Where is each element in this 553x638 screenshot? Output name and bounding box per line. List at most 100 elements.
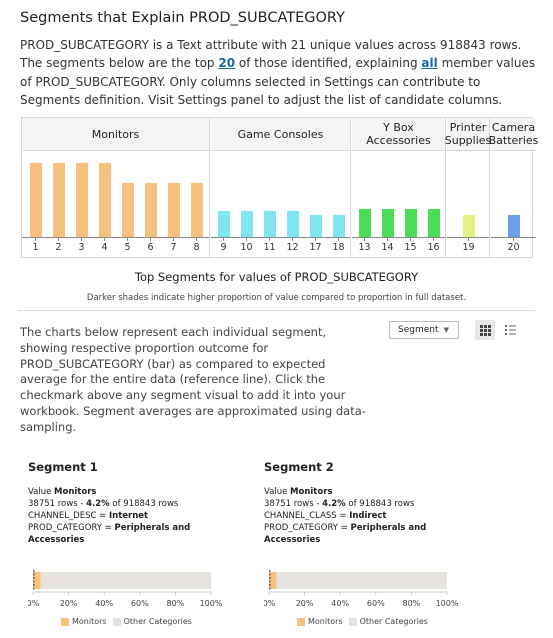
desc-part-1: PROD_SUBCATEGORY is a Text attribute wit… bbox=[20, 38, 522, 71]
x-tick-label: 80% bbox=[167, 599, 185, 608]
overview-bar[interactable] bbox=[190, 183, 203, 237]
x-tick-label: 40% bbox=[95, 599, 113, 608]
overview-segment-number: 9 bbox=[220, 242, 227, 253]
segment-legend: Monitors Other Categories bbox=[297, 617, 428, 626]
value-label: Value bbox=[264, 487, 288, 497]
rows-percent: 4.2% bbox=[86, 499, 110, 509]
x-tick-label: 100% bbox=[200, 599, 223, 608]
segment-proportion-chart: 0% 20% 40% 60% 80% 100% bbox=[28, 570, 223, 608]
legend-swatch bbox=[61, 617, 69, 626]
overview-tick bbox=[35, 237, 36, 241]
overview-bar[interactable] bbox=[381, 209, 394, 237]
segment-details: Value Monitors 38751 rows - 4.2% of 9188… bbox=[28, 486, 248, 546]
list-view-icon bbox=[505, 325, 516, 335]
overview-bar[interactable] bbox=[75, 163, 88, 237]
overview-segment-number: 14 bbox=[381, 242, 394, 253]
x-tick-label: 60% bbox=[131, 599, 149, 608]
overview-group-label: Monitors bbox=[22, 118, 209, 151]
legend-swatch bbox=[112, 617, 121, 626]
overview-group: Monitors 1 2 3 4 5 6 7 8 bbox=[22, 118, 210, 257]
desc-part-2: of those identified, explaining bbox=[235, 56, 422, 71]
overview-bar[interactable] bbox=[167, 183, 180, 237]
overview-axis bbox=[211, 237, 350, 238]
overview-tick bbox=[315, 237, 316, 241]
overview-segment-number: 17 bbox=[309, 242, 322, 253]
x-tick-label: 100% bbox=[436, 599, 459, 608]
condition-key: PROD_CATEGORY = bbox=[264, 523, 351, 533]
overview-bar[interactable] bbox=[263, 211, 276, 237]
sort-select[interactable]: Segment ▼ bbox=[389, 321, 459, 339]
overview-segment-number: 15 bbox=[404, 242, 417, 253]
condition-key: CHANNEL_CLASS = bbox=[264, 511, 350, 521]
overview-segment-number: 13 bbox=[358, 242, 371, 253]
overview-bar[interactable] bbox=[98, 163, 111, 237]
overview-bars bbox=[211, 151, 350, 237]
overview-segment-number: 3 bbox=[78, 242, 85, 253]
overview-segment-number: 2 bbox=[55, 242, 62, 253]
overview-tick bbox=[468, 237, 469, 241]
all-values-link[interactable]: all bbox=[421, 56, 438, 71]
overview-bar[interactable] bbox=[121, 183, 134, 237]
legend-label: Other Categories bbox=[359, 617, 428, 626]
overview-segment-number: 20 bbox=[507, 242, 520, 253]
overview-tick bbox=[410, 237, 411, 241]
overview-group-label: Printer Supplies bbox=[445, 118, 491, 151]
x-tick-label: 80% bbox=[403, 599, 421, 608]
x-tick-label: 20% bbox=[60, 599, 78, 608]
rows-total: of 918843 rows bbox=[345, 499, 415, 509]
overview-bars bbox=[22, 151, 209, 237]
x-tick-label: 0% bbox=[264, 599, 276, 608]
legend-swatch bbox=[348, 617, 357, 626]
overview-axis bbox=[491, 237, 536, 238]
segment-title: Segment 1 bbox=[28, 460, 98, 474]
overview-bar[interactable] bbox=[507, 215, 520, 237]
top-segments-link[interactable]: 20 bbox=[218, 56, 236, 71]
segment-title: Segment 2 bbox=[264, 460, 334, 474]
overview-tick bbox=[387, 237, 388, 241]
overview-bar[interactable] bbox=[144, 183, 157, 237]
overview-bar[interactable] bbox=[29, 163, 42, 237]
overview-tick bbox=[58, 237, 59, 241]
value-name: Monitors bbox=[54, 487, 97, 497]
overview-bars bbox=[352, 151, 445, 237]
page-title: Segments that Explain PROD_SUBCATEGORY bbox=[20, 10, 345, 26]
overview-tick bbox=[127, 237, 128, 241]
overview-bar[interactable] bbox=[217, 211, 230, 237]
segment-card: Segment 1 Value Monitors 38751 rows - 4.… bbox=[28, 460, 248, 626]
overview-segment-number: 8 bbox=[193, 242, 200, 253]
grid-view-button[interactable] bbox=[475, 320, 495, 340]
overview-tick bbox=[338, 237, 339, 241]
condition-key: CHANNEL_DESC = bbox=[28, 511, 109, 521]
overview-bar[interactable] bbox=[286, 211, 299, 237]
overview-bar[interactable] bbox=[404, 209, 417, 237]
value-label: Value bbox=[28, 487, 52, 497]
overview-group: Y Box Accessories 13 14 15 16 bbox=[352, 118, 446, 257]
overview-bar[interactable] bbox=[462, 215, 475, 237]
overview-caption: Top Segments for values of PROD_SUBCATEG… bbox=[134, 270, 419, 284]
overview-bar[interactable] bbox=[332, 215, 345, 237]
page-description: PROD_SUBCATEGORY is a Text attribute wit… bbox=[20, 36, 540, 110]
overview-bar[interactable] bbox=[427, 209, 440, 237]
overview-segment-number: 19 bbox=[462, 242, 475, 253]
overview-bar[interactable] bbox=[309, 215, 322, 237]
segments-explanation: The charts below represent each individu… bbox=[20, 325, 366, 434]
overview-tick bbox=[196, 237, 197, 241]
condition-value: Internet bbox=[109, 511, 149, 521]
overview-tick bbox=[173, 237, 174, 241]
sort-select-value: Segment bbox=[398, 325, 439, 335]
legend-label: Monitors bbox=[72, 617, 107, 626]
overview-axis bbox=[447, 237, 489, 238]
overview-tick bbox=[223, 237, 224, 241]
overview-tick bbox=[150, 237, 151, 241]
overview-bar[interactable] bbox=[240, 211, 253, 237]
list-view-button[interactable] bbox=[500, 320, 520, 340]
condition-value: Indirect bbox=[349, 511, 387, 521]
overview-bar[interactable] bbox=[358, 209, 371, 237]
overview-bar[interactable] bbox=[52, 163, 65, 237]
segment-proportion-chart: 0% 20% 40% 60% 80% 100% bbox=[264, 570, 459, 608]
overview-segment-number: 16 bbox=[427, 242, 440, 253]
overview-segment-number: 18 bbox=[332, 242, 345, 253]
overview-group-label: Camera Batteries bbox=[489, 118, 538, 151]
x-tick-label: 20% bbox=[296, 599, 314, 608]
overview-segment-number: 6 bbox=[147, 242, 154, 253]
